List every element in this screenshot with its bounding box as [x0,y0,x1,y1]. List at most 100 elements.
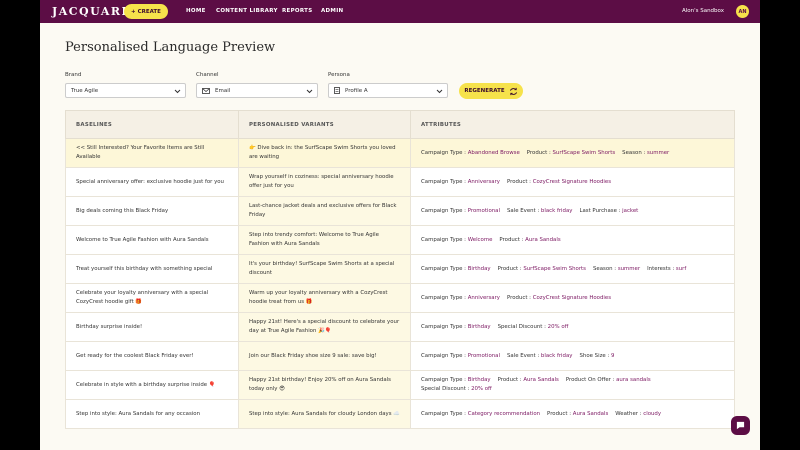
attribute-key: Last Purchase : [579,207,621,214]
attributes-cell: Campaign Type : Promotional Sale Event : … [410,196,735,226]
header-row: BASELINES PERSONALISED VARIANTS ATTRIBUT… [65,110,735,139]
nav-link[interactable]: CONTENT LIBRARY [216,8,278,14]
attribute-key: Campaign Type : [421,377,467,383]
attribute-value: Birthday [467,377,491,383]
table-row[interactable]: Welcome to True Agile Fashion with Aura … [65,225,735,255]
regenerate-button[interactable]: REGENERATE [459,83,523,99]
attribute-key: Special Discount : [497,323,546,330]
table-row[interactable]: Treat yourself this birthday with someth… [65,254,735,284]
attributes-cell: Campaign Type : Anniversary Product : Coz… [410,283,735,313]
attribute-value: Aura Sandals [525,236,561,243]
attribute-value: black friday [540,207,573,214]
nav-link[interactable]: HOME [186,8,206,14]
attribute: Sale Event : black friday [507,207,573,216]
attribute-key: Campaign Type : [421,178,467,185]
baseline-cell: Celebrate your loyalty anniversary with … [65,283,239,313]
attribute-value: black friday [540,352,573,359]
table-row[interactable]: Step into style: Aura Sandals for any oc… [65,399,735,429]
attribute: Product : CozyCrest Signature Hoodies [507,178,611,187]
filter-label: Brand [65,72,82,78]
attributes-cell: Campaign Type : Birthday Product : SurfSc… [410,254,735,284]
column-header: ATTRIBUTES [410,110,735,139]
table-row[interactable]: Special anniversary offer: exclusive hoo… [65,167,735,197]
preview-table: BASELINES PERSONALISED VARIANTS ATTRIBUT… [65,110,735,429]
attribute: Product : CozyCrest Signature Hoodies [507,294,611,303]
create-button[interactable]: + CREATE [124,4,168,19]
attribute-key: Product : [507,178,531,185]
table-row[interactable]: Celebrate your loyalty anniversary with … [65,283,735,313]
avatar[interactable]: AN [736,5,749,18]
table-row[interactable]: Big deals coming this Black Friday Last-c… [65,196,735,226]
chat-button[interactable] [731,416,750,435]
select-value: Email [215,87,231,94]
attribute-key: Campaign Type : [421,207,467,214]
baseline-cell: Big deals coming this Black Friday [65,196,239,226]
table-row[interactable]: << Still Interested? Your Favorite Items… [65,138,735,168]
baseline-cell: << Still Interested? Your Favorite Items… [65,138,239,168]
attribute: Campaign Type : Birthday [421,323,491,332]
attribute: Product : Aura Sandals [547,410,608,419]
attribute-value: Anniversary [467,178,500,185]
sandbox-name[interactable]: Alon's Sandbox [681,8,724,14]
attributes-cell: Campaign Type : Anniversary Product : Coz… [410,167,735,197]
attribute: Shoe Size : 9 [579,352,614,361]
attribute-key: Product : [526,149,551,156]
attribute-value: summer [647,149,670,156]
persona-select[interactable]: Profile A [328,83,448,98]
variant-cell: Last-chance jacket deals and exclusive o… [238,196,411,226]
attribute-value: jacket [622,207,639,214]
attribute-value: CozyCrest Signature Hoodies [532,178,612,185]
table-row[interactable]: Celebrate in style with a birthday surpr… [65,370,735,400]
baseline-cell: Celebrate in style with a birthday surpr… [65,370,239,400]
attribute-value: Aura Sandals [572,410,609,417]
attribute-value: SurfScape Swim Shorts [523,265,586,272]
attribute-key: Shoe Size : [579,352,610,359]
table-row[interactable]: Birthday surprise inside! Happy 21st! Her… [65,312,735,342]
chevron [306,89,313,94]
refresh-icon [509,87,517,95]
attribute: Campaign Type : Promotional [421,207,500,216]
attribute: Product : Aura Sandals [498,376,559,385]
table-row[interactable]: Get ready for the coolest Black Friday e… [65,341,735,371]
attribute-key: Campaign Type : [421,236,467,243]
mail-icon [202,87,210,94]
attribute-key: Campaign Type : [421,410,467,417]
attribute-value: summer [617,265,641,272]
variant-cell: Step into style: Aura Sandals for cloudy… [238,399,411,429]
attribute-key: Campaign Type : [421,352,467,359]
attribute: Season : summer [622,149,669,158]
baseline-cell: Treat yourself this birthday with someth… [65,254,239,284]
attribute-value: aura sandals [616,377,651,383]
attribute-key: Season : [622,149,646,156]
attribute: Campaign Type : Welcome [421,236,492,245]
variant-cell: It's your birthday! SurfScape Swim Short… [238,254,411,284]
nav-link[interactable]: REPORTS [282,8,313,14]
attributes-cell: Campaign Type : Birthday Special Discount… [410,312,735,342]
chat-icon [736,421,745,430]
logo[interactable]: JACQUARD [52,5,133,18]
attribute: Special Discount : 20% off [498,323,569,332]
baseline-cell: Birthday surprise inside! [65,312,239,342]
attribute: Sale Event : black friday [507,352,573,361]
attribute: Season : summer [593,265,640,274]
brand-select[interactable]: True Agile [65,83,186,98]
chevron [174,89,181,94]
attribute-value: Promotional [467,207,500,214]
channel-select[interactable]: Email [196,83,318,98]
nav-link[interactable]: ADMIN [321,8,344,14]
variant-cell: Happy 21st! Here's a special discount to… [238,312,411,342]
top-nav: JACQUARD + CREATE HOME CONTENT LIBRARY R… [40,0,760,23]
attributes-cell: Campaign Type : Category recommendation P… [410,399,735,429]
attribute-key: Product : [497,377,522,383]
attribute-value: Promotional [467,352,500,359]
attribute-key: Weather : [615,410,642,417]
attribute-key: Campaign Type : [421,149,467,156]
baseline-cell: Step into style: Aura Sandals for any oc… [65,399,239,429]
attribute: Campaign Type : Abandoned Browse [421,149,520,158]
attribute: Campaign Type : Promotional [421,352,500,361]
attribute-key: Campaign Type : [421,323,467,330]
button-label: REGENERATE [464,88,505,94]
filter-label: Channel [196,72,219,78]
select-value: True Agile [71,87,99,94]
attribute-value: Birthday [467,323,491,330]
